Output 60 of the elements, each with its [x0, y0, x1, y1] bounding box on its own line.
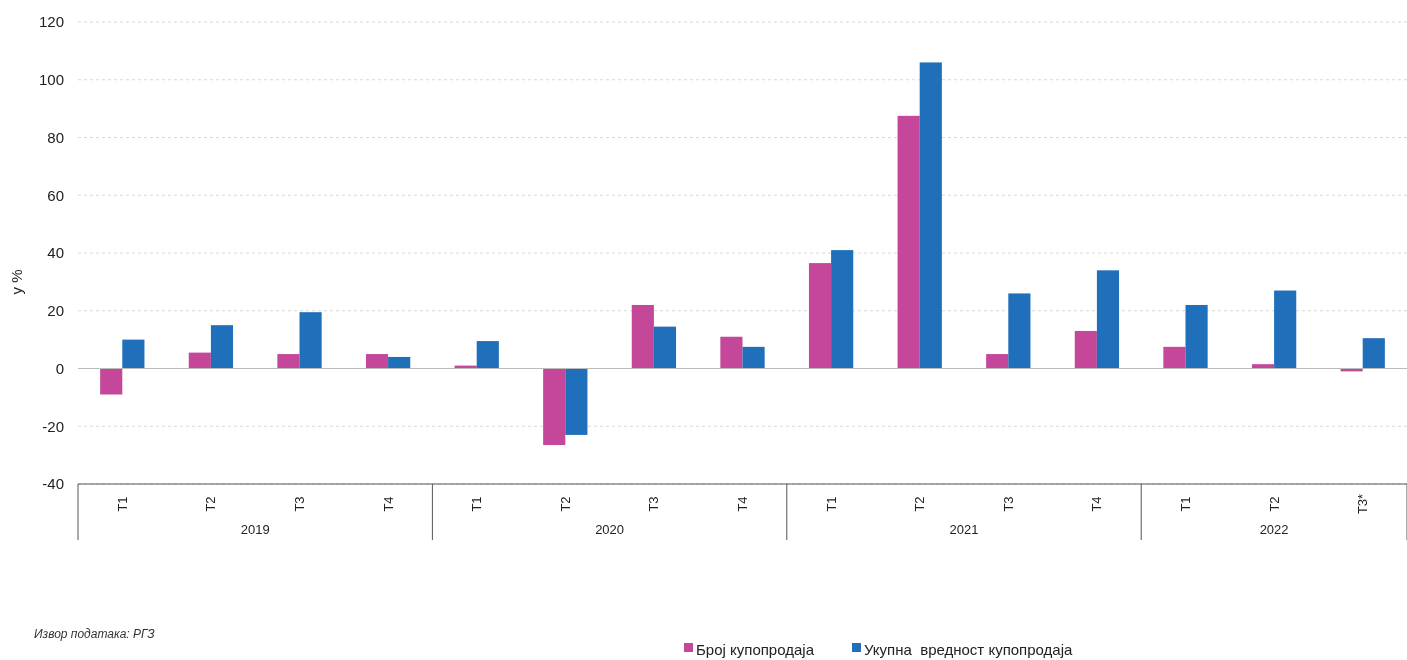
bar: [1096, 270, 1120, 369]
y-tick-label: -20: [42, 417, 64, 435]
bar: [543, 368, 566, 446]
x-tick-label: Т2: [557, 496, 573, 512]
y-axis-title: у %: [8, 269, 25, 295]
y-tick-label: 120: [38, 13, 64, 31]
bar: [100, 368, 123, 395]
text: 2021: [949, 522, 979, 537]
bar: [808, 263, 832, 369]
bar: [188, 352, 211, 369]
x-tick-label: Т1: [1178, 496, 1194, 512]
x-tick-label: Т4: [735, 496, 751, 512]
bar: [365, 354, 389, 369]
bar: [720, 336, 743, 369]
x-tick-label: Т1: [114, 496, 130, 512]
x-tick-label: Т1: [823, 496, 839, 512]
bar: [388, 356, 411, 369]
bar: [1362, 338, 1385, 369]
bar: [277, 354, 300, 369]
x-tick-label: Т3: [292, 496, 308, 512]
bar: [986, 354, 1009, 369]
y-tick-label: 40: [47, 244, 64, 262]
text: 2019: [240, 522, 270, 537]
bar: [476, 341, 499, 369]
x-tick-label: Т3: [1000, 496, 1016, 512]
bar: [631, 304, 654, 369]
text: Извор података: РГЗ: [34, 627, 156, 641]
y-tick-label: 80: [47, 128, 64, 146]
bar: [919, 62, 942, 369]
bar: [299, 312, 322, 369]
bar: [210, 325, 234, 369]
x-tick-label: Т3*: [1355, 493, 1371, 515]
bar: [1274, 290, 1297, 369]
text: 2022: [1259, 522, 1289, 537]
x-tick-label: Т4: [1089, 496, 1105, 512]
x-tick-label: Т2: [912, 496, 928, 512]
bar: [1185, 304, 1208, 369]
x-tick-label: Т4: [380, 496, 396, 512]
legend-label: Укупна вредност купопродаја: [864, 640, 1074, 658]
y-tick-label: 60: [47, 186, 64, 204]
x-tick-label: Т3: [646, 496, 662, 512]
bar: [565, 368, 588, 435]
bar: [1163, 346, 1186, 369]
bar: [831, 250, 854, 369]
bar: [897, 115, 920, 369]
bar: [653, 326, 677, 369]
text: 2020: [595, 522, 625, 537]
bar: [1251, 364, 1275, 369]
legend-label: Број купопродаја: [696, 640, 815, 658]
x-tick-label: Т1: [469, 496, 485, 512]
x-tick-label: Т2: [1266, 496, 1282, 512]
y-tick-label: -40: [42, 475, 64, 493]
bar: [742, 346, 765, 369]
y-tick-label: 20: [47, 302, 64, 319]
bar: [122, 339, 145, 369]
y-tick-label: 0: [55, 359, 64, 377]
bar: [1074, 330, 1097, 369]
bar: [1008, 293, 1031, 369]
x-tick-label: Т2: [203, 496, 219, 512]
y-tick-label: 100: [38, 71, 64, 88]
